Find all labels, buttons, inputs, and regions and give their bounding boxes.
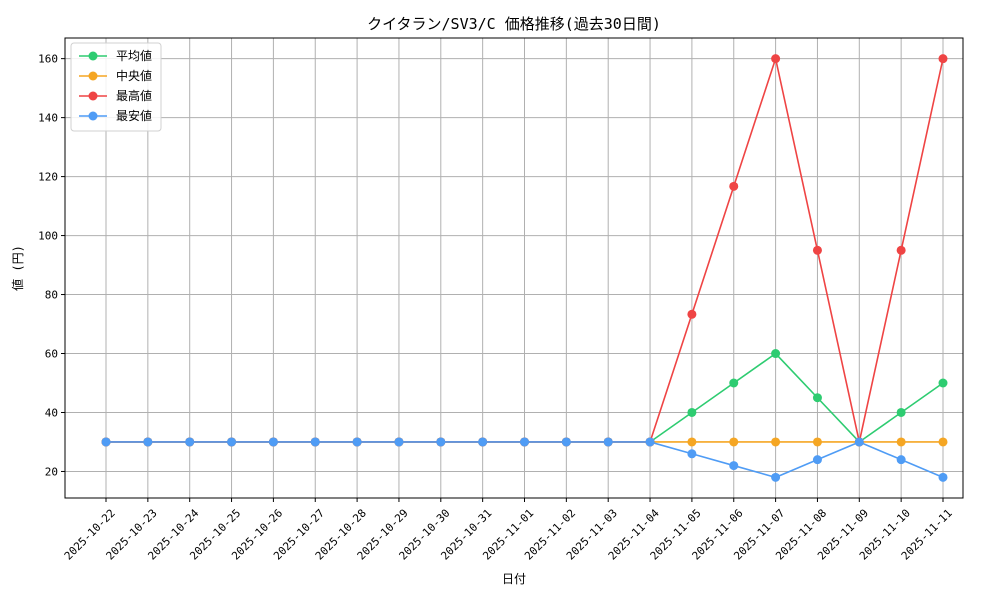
y-tick-label: 20 — [45, 465, 58, 478]
data-point — [185, 437, 195, 447]
data-point — [812, 245, 822, 255]
data-point — [896, 407, 906, 417]
legend-swatch-marker — [88, 71, 98, 81]
y-tick-label: 120 — [38, 171, 58, 184]
y-tick-label: 140 — [38, 112, 58, 125]
series-3 — [101, 437, 948, 482]
data-point — [687, 407, 697, 417]
data-point — [771, 54, 781, 64]
data-point — [771, 349, 781, 359]
y-tick-label: 100 — [38, 230, 58, 243]
y-tick-label: 80 — [45, 289, 58, 302]
data-point — [854, 437, 864, 447]
y-axis-label: 値 (円) — [10, 245, 25, 291]
data-point — [143, 437, 153, 447]
y-tick-label: 40 — [45, 406, 58, 419]
data-point — [938, 437, 948, 447]
data-point — [812, 393, 822, 403]
data-point — [561, 437, 571, 447]
data-point — [896, 437, 906, 447]
data-point — [645, 437, 655, 447]
data-point — [729, 378, 739, 388]
data-point — [436, 437, 446, 447]
grid-lines — [65, 38, 963, 498]
legend-item: 最高値 — [79, 88, 152, 103]
data-point — [771, 437, 781, 447]
data-point — [352, 437, 362, 447]
data-point — [896, 245, 906, 255]
data-point — [812, 455, 822, 465]
chart-title: クイタラン/SV3/C 価格推移(過去30日間) — [367, 15, 661, 33]
data-point — [394, 437, 404, 447]
data-point — [268, 437, 278, 447]
legend-box — [70, 42, 162, 132]
series-layer — [101, 54, 948, 482]
data-point — [687, 437, 697, 447]
data-point — [687, 449, 697, 459]
data-point — [729, 461, 739, 471]
data-point — [227, 437, 237, 447]
legend-item: 平均値 — [79, 48, 152, 63]
data-point — [938, 54, 948, 64]
data-point — [520, 437, 529, 447]
data-point — [938, 378, 948, 388]
legend-item: 最安値 — [79, 108, 152, 123]
data-point — [603, 437, 613, 447]
data-point — [938, 472, 948, 482]
plot-frame — [64, 37, 964, 499]
data-point — [687, 309, 697, 319]
legend-swatch-marker — [88, 51, 98, 61]
y-tick-label: 160 — [38, 53, 58, 66]
data-point — [478, 437, 488, 447]
legend-label: 平均値 — [116, 48, 152, 63]
data-point — [729, 437, 739, 447]
legend-label: 最高値 — [116, 88, 152, 103]
legend-swatch-marker — [88, 91, 98, 101]
data-point — [310, 437, 320, 447]
data-point — [896, 455, 906, 465]
x-axis-label: 日付 — [502, 572, 526, 586]
data-point — [771, 472, 781, 482]
legend-item: 中央値 — [79, 68, 152, 83]
legend-label: 最安値 — [116, 108, 152, 123]
y-tick-label: 60 — [45, 348, 58, 361]
data-point — [101, 437, 111, 447]
data-point — [729, 181, 739, 191]
legend-swatch-marker — [88, 111, 98, 121]
data-point — [812, 437, 822, 447]
legend-label: 中央値 — [116, 68, 152, 83]
